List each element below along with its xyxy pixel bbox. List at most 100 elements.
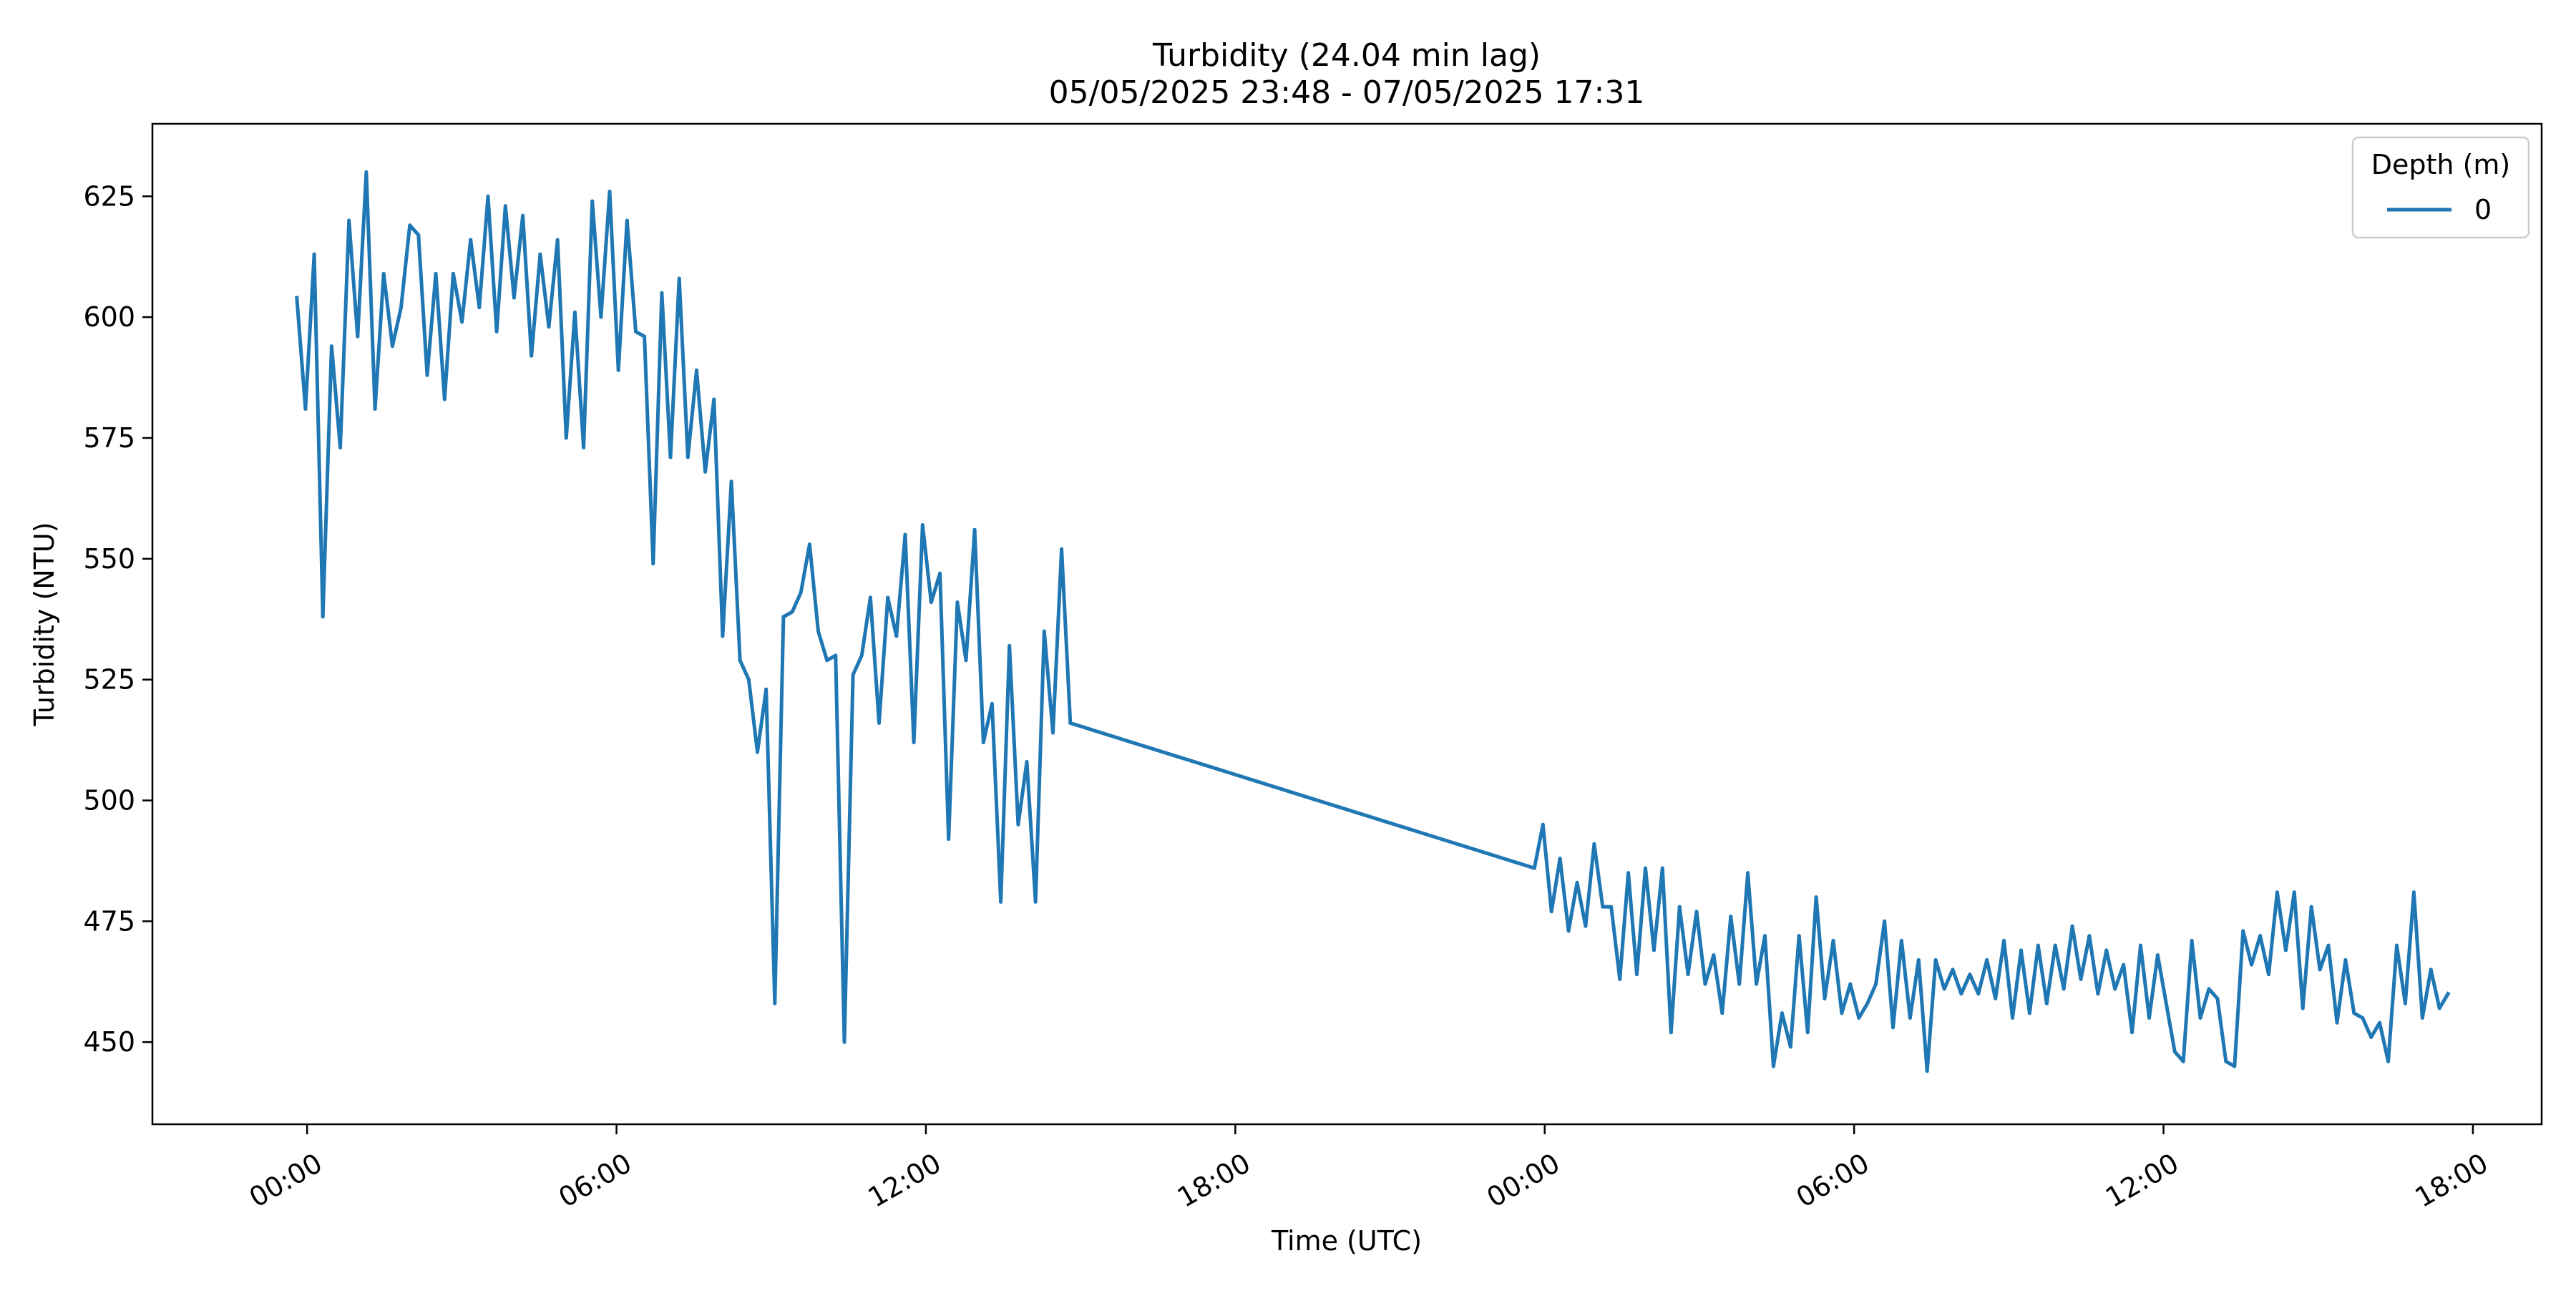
data-point [1959, 992, 1963, 996]
data-point [477, 306, 482, 310]
data-point [781, 615, 786, 619]
x-tick-label: 00:00 [244, 1147, 328, 1214]
data-point [2233, 1064, 2237, 1068]
y-tick-label: 625 [83, 180, 135, 212]
data-point [738, 658, 742, 663]
data-point [512, 296, 516, 300]
x-tick-label: 06:00 [553, 1147, 637, 1214]
data-point [677, 276, 681, 281]
data-point [1669, 1031, 1673, 1035]
data-point [1042, 629, 1046, 633]
x-axis-label: Time (UTC) [1271, 1225, 1422, 1257]
data-point [1626, 871, 1631, 875]
data-point [2258, 934, 2263, 938]
data-point [807, 542, 811, 547]
data-point [799, 590, 803, 595]
data-point [303, 407, 308, 411]
data-point [1848, 982, 1853, 986]
data-point [2104, 948, 2109, 953]
data-point [2207, 987, 2211, 991]
data-point [2215, 996, 2220, 1000]
data-point [2386, 1059, 2391, 1063]
data-point [972, 527, 977, 532]
data-point [1985, 958, 1989, 962]
data-point [1899, 938, 1903, 942]
data-point [668, 455, 673, 459]
data-point [2002, 938, 2006, 942]
data-point [851, 673, 855, 677]
data-point [2343, 958, 2348, 962]
data-point [1068, 721, 1073, 725]
data-point [955, 600, 960, 605]
y-tick-label: 500 [83, 785, 135, 817]
data-point [2369, 1035, 2373, 1039]
data-point [868, 595, 872, 600]
data-point [616, 368, 620, 372]
data-point [790, 610, 794, 614]
data-point [434, 271, 438, 276]
y-tick-label: 600 [83, 301, 135, 333]
data-point [703, 469, 708, 474]
data-point [651, 562, 655, 566]
data-point [764, 687, 769, 691]
data-point [2378, 1020, 2382, 1025]
data-point [859, 653, 864, 658]
data-point [2122, 963, 2126, 967]
data-point [2181, 1059, 2185, 1063]
data-point [1942, 987, 1946, 991]
data-point [390, 344, 394, 349]
data-point [964, 658, 968, 663]
y-tick-label: 550 [83, 543, 135, 575]
data-point [1814, 895, 1818, 900]
data-point [1609, 905, 1614, 909]
data-point [1916, 958, 1921, 962]
data-point [2361, 1015, 2365, 1020]
data-point [1694, 910, 1699, 914]
data-point [408, 223, 412, 228]
y-axis: 450 475 500 525 550 575 600 625 [83, 180, 152, 1058]
data-point [634, 329, 638, 333]
data-point [2019, 948, 2023, 953]
data-point [2395, 943, 2399, 947]
data-point [1968, 973, 1972, 977]
data-point [2027, 1011, 2031, 1015]
x-tick-label: 06:00 [1791, 1147, 1875, 1214]
data-point [486, 194, 490, 198]
data-point [425, 373, 429, 377]
data-point [1060, 547, 1064, 551]
y-tick-label: 450 [83, 1026, 135, 1058]
data-point [1951, 968, 1955, 972]
data-point [2044, 1001, 2049, 1005]
data-point [1677, 905, 1682, 909]
data-point [625, 218, 629, 223]
data-point [2292, 890, 2296, 895]
data-point [460, 320, 464, 324]
data-point [608, 190, 612, 194]
plot-frame [151, 122, 2543, 1126]
data-point [2164, 1001, 2168, 1005]
data-point [938, 571, 942, 575]
data-point [329, 344, 333, 349]
y-axis-label: Turbidity (NTU) [29, 522, 60, 726]
data-point [2335, 1020, 2339, 1025]
data-point [1601, 905, 1605, 909]
data-point [2130, 1031, 2135, 1035]
data-point [1737, 982, 1742, 986]
data-point [1575, 880, 1579, 885]
data-point [1771, 1064, 1775, 1068]
legend-box [2351, 136, 2530, 239]
series-points-0 [295, 170, 2450, 1073]
data-point [2096, 992, 2100, 996]
data-point [2326, 943, 2331, 947]
data-point [729, 479, 733, 484]
data-point [1558, 857, 1562, 861]
data-point [347, 218, 351, 223]
data-point [572, 310, 577, 314]
data-point [643, 334, 647, 338]
data-point [2403, 1001, 2407, 1005]
data-point [2190, 938, 2194, 942]
data-point [1618, 977, 1622, 981]
data-point [1925, 1069, 1929, 1073]
data-point [877, 721, 881, 725]
